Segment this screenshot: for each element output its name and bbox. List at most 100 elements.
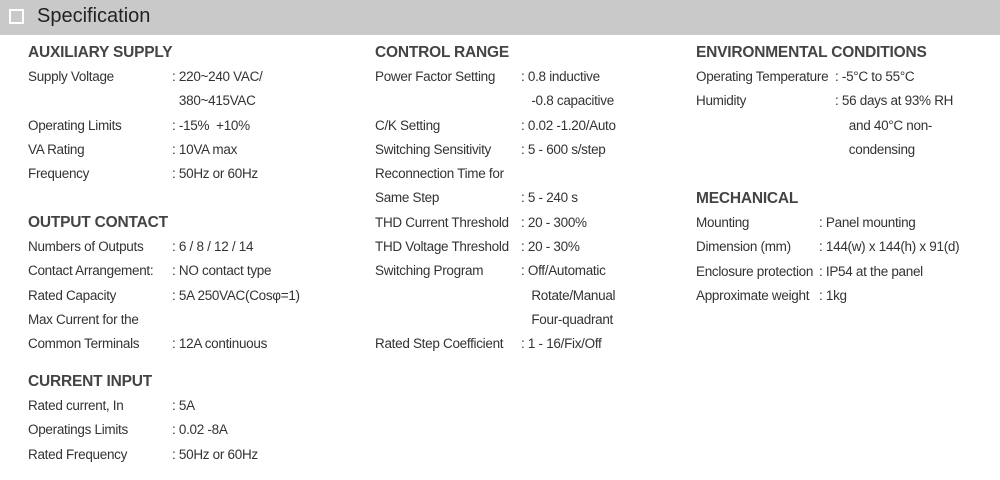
spec-row: Same Step: 5 - 240 s — [375, 186, 578, 210]
spec-value: : 5A — [172, 398, 195, 413]
spec-label: Max Current for the — [28, 311, 139, 327]
spec-label: Operating Temperature — [696, 69, 829, 84]
spec-row: Four-quadrant — [375, 308, 613, 332]
spec-value: condensing — [835, 141, 915, 157]
spec-label: THD Voltage Threshold — [375, 239, 509, 255]
spec-value: : 5 - 600 s/step — [521, 141, 606, 157]
spec-section: MECHANICAL Mounting : Panel mounting Dimens… — [696, 187, 960, 308]
spec-label: VA Rating — [28, 141, 85, 157]
spec-row: Frequency : 50Hz or 60Hz — [28, 162, 258, 186]
checkbox-icon — [9, 9, 24, 24]
spec-label: Frequency — [28, 166, 90, 182]
spec-label: Rated current, In — [28, 398, 124, 413]
spec-label: Rated Frequency — [28, 446, 128, 462]
spec-row: Max Current for the — [28, 308, 168, 332]
spec-value: : 220~240 VAC/ — [172, 69, 263, 84]
spec-row: Mounting : Panel mounting — [696, 211, 916, 235]
spec-value: : 1 - 16/Fix/Off — [521, 336, 602, 352]
spec-value: Four-quadrant — [521, 311, 614, 327]
spec-value: : Panel mounting — [819, 215, 916, 230]
spec-value: : IP54 at the panel — [819, 263, 923, 279]
spec-value: : 10VA max — [172, 141, 238, 157]
spec-row: Operatings Limits : 0.02 -8A — [28, 418, 228, 442]
spec-label: Contact Arrangement: — [28, 263, 154, 279]
page-title: Specification — [37, 5, 151, 27]
spec-value: Rotate/Manual — [521, 287, 616, 303]
spec-label: Dimension (mm) — [696, 239, 791, 255]
section-heading: ENVIRONMENTAL CONDITIONS — [696, 44, 927, 61]
spec-value: : 5A 250VAC(Cosφ=1) — [172, 287, 300, 303]
spec-value: : 144(w) x 144(h) x 91(d) — [819, 239, 960, 255]
spec-label: Common Terminals — [28, 336, 140, 352]
spec-row: Supply Voltage : 220~240 VAC/ — [28, 65, 263, 89]
spec-value: 380~415VAC — [172, 93, 256, 109]
spec-label: Rated Capacity — [28, 287, 117, 303]
spec-row: THD Current Threshold : 20 - 300% — [375, 211, 587, 235]
spec-row: Contact Arrangement: : NO contact type — [28, 259, 272, 283]
spec-row: Common Terminals : 12A continuous — [28, 332, 267, 356]
spec-row: Humidity : 56 days at 93% RH — [696, 89, 953, 113]
spec-row: and 40°C non- — [696, 114, 933, 138]
spec-label: Operatings Limits — [28, 422, 128, 438]
spec-label: Numbers of Outputs — [28, 239, 144, 254]
spec-label: THD Current Threshold — [375, 214, 509, 230]
spec-label: Humidity — [696, 93, 747, 109]
spec-row: 380~415VAC — [28, 89, 256, 113]
spec-label: Enclosure protection — [696, 263, 814, 279]
spec-value: : 50Hz or 60Hz — [172, 166, 258, 182]
spec-label: Reconnection Time for — [375, 166, 504, 182]
spec-label: Mounting — [696, 215, 750, 230]
spec-row: Dimension (mm) : 144(w) x 144(h) x 91(d) — [696, 235, 960, 259]
spec-label: Switching Sensitivity — [375, 141, 491, 157]
spec-section: CURRENT INPUT Rated current, In: 5A Operat… — [28, 370, 258, 467]
spec-label: C/K Setting — [375, 117, 440, 133]
spec-label: Operating Limits — [28, 117, 122, 133]
spec-value: : 0.02 -1.20/Auto — [521, 117, 616, 133]
spec-row: THD Voltage Threshold: 20 - 30% — [375, 235, 580, 259]
spec-row: Rated Frequency : 50Hz or 60Hz — [28, 443, 258, 467]
spec-label: Supply Voltage — [28, 69, 114, 84]
spec-row: Reconnection Time for — [375, 162, 509, 186]
spec-row: Operating Temperature : -5°C to 55°C — [696, 65, 927, 89]
spec-section: OUTPUT CONTACT Numbers of Outputs : 6 / 8 … — [28, 211, 300, 356]
spec-label: Rated Step Coefficient — [375, 336, 504, 352]
section-heading: CONTROL RANGE — [375, 44, 510, 61]
spec-row: Power Factor Setting : 0.8 inductive — [375, 65, 600, 89]
spec-value: : 12A continuous — [172, 336, 268, 352]
spec-row: C/K Setting : 0.02 -1.20/Auto — [375, 114, 616, 138]
spec-row: -0.8 capacitive — [375, 89, 614, 113]
spec-value: : 50Hz or 60Hz — [172, 446, 258, 462]
spec-section: CONTROL RANGE Power Factor Setting : 0.8 i… — [375, 41, 616, 357]
spec-section: AUXILIARY SUPPLY Supply Voltage: 220~240 … — [28, 41, 263, 186]
spec-value: : NO contact type — [172, 263, 272, 279]
spec-row: Rated Step Coefficient : 1 - 16/Fix/Off — [375, 332, 602, 356]
section-heading: MECHANICAL — [696, 190, 799, 207]
spec-value: : 1kg — [819, 287, 847, 303]
spec-label: Power Factor Setting — [375, 69, 496, 84]
spec-value: and 40°C non- — [835, 117, 933, 133]
spec-row: Switching Program : Off/Automatic — [375, 259, 606, 283]
spec-row: VA Rating : 10VA max — [28, 138, 237, 162]
spec-row: Numbers of Outputs : 6 / 8 / 12 / 14 — [28, 235, 254, 259]
spec-row: Operating Limits : -15% +10% — [28, 114, 250, 138]
spec-value: : 20 - 300% — [521, 214, 587, 230]
spec-value: : -5°C to 55°C — [835, 69, 915, 84]
spec-value: : 56 days at 93% RH — [835, 93, 954, 109]
section-header-bar: Specification — [0, 0, 1000, 35]
spec-row: condensing — [696, 138, 927, 162]
spec-value: : 0.8 inductive — [521, 69, 600, 84]
spec-row: Rated Capacity : 5A 250VAC(Cosφ=1) — [28, 284, 300, 308]
spec-row: Enclosure protection : IP54 at the panel — [696, 260, 923, 284]
spec-value: : -15% +10% — [172, 117, 250, 133]
spec-value: : Off/Automatic — [521, 263, 606, 279]
section-heading: OUTPUT CONTACT — [28, 214, 168, 231]
spec-row: Rated current, In : 5A — [28, 394, 195, 418]
spec-row: Approximate weight: 1kg — [696, 284, 847, 308]
spec-label: Switching Program — [375, 263, 484, 279]
spec-row: Rotate/Manual — [375, 284, 615, 308]
spec-section: ENVIRONMENTAL CONDITIONS Operating Temper… — [696, 41, 953, 162]
spec-row: Switching Sensitivity : 5 - 600 s/step — [375, 138, 606, 162]
spec-value: : 0.02 -8A — [172, 422, 228, 438]
spec-value: : 6 / 8 / 12 / 14 — [172, 239, 254, 254]
spec-value: -0.8 capacitive — [521, 93, 614, 109]
